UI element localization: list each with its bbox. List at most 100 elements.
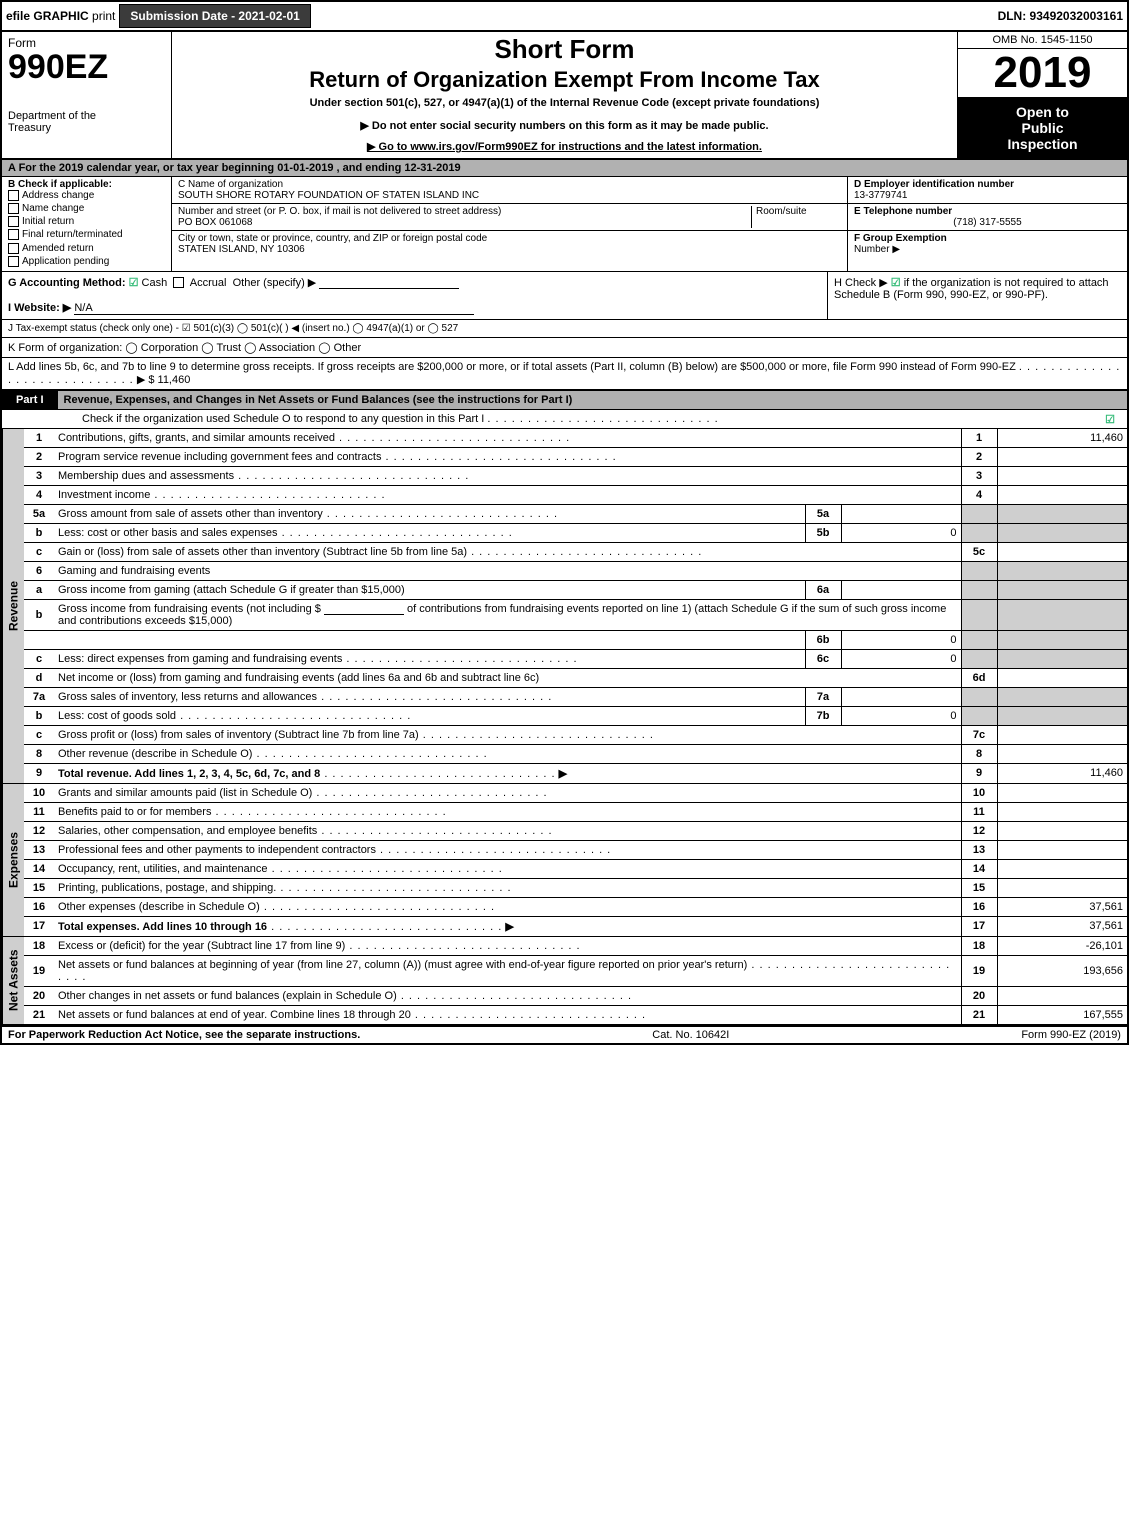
schedule-o-check-text: Check if the organization used Schedule … [82,413,484,425]
group-exemption-label: F Group Exemption [854,233,947,244]
part1-header: Part I Revenue, Expenses, and Changes in… [2,390,1127,410]
l5a-desc: Gross amount from sale of assets other t… [58,508,323,520]
footer-formref: Form 990-EZ (2019) [1021,1029,1121,1041]
org-city-row: City or town, state or province, country… [172,231,847,257]
net-assets-section: Net Assets 18Excess or (deficit) for the… [2,937,1127,1026]
submission-date-button[interactable]: Submission Date - 2021-02-01 [119,4,310,28]
line-6b-box: 6b0 [24,630,1127,649]
open-line3: Inspection [1007,136,1077,152]
subtitle-ssn-warning: ▶ Do not enter social security numbers o… [178,119,951,132]
line-2: 2 Program service revenue including gove… [24,447,1127,466]
row-l-arrow: ▶ [137,374,145,386]
title-short-form: Short Form [178,34,951,65]
l1-value: 11,460 [997,429,1127,448]
l21-desc: Net assets or fund balances at end of ye… [58,1009,411,1021]
other-method-input[interactable] [319,277,459,289]
line-7a: 7a Gross sales of inventory, less return… [24,687,1127,706]
expenses-side-label: Expenses [2,784,24,936]
line-8: 8 Other revenue (describe in Schedule O)… [24,744,1127,763]
city-value: STATEN ISLAND, NY 10306 [178,244,841,255]
other-method-label: Other (specify) ▶ [233,277,317,289]
line-15: 15Printing, publications, postage, and s… [24,878,1127,897]
line-12: 12Salaries, other compensation, and empl… [24,821,1127,840]
box-f: F Group Exemption Number ▶ [848,231,1127,257]
l18-desc: Excess or (deficit) for the year (Subtra… [58,940,345,952]
row-l-text: L Add lines 5b, 6c, and 7b to line 9 to … [8,361,1016,373]
ein-value: 13-3779741 [854,190,1121,201]
l7b-value: 0 [841,706,961,725]
l6b-amount-input[interactable] [324,603,404,615]
footer-catno: Cat. No. 10642I [652,1029,729,1041]
l16-value: 37,561 [997,897,1127,916]
org-name-label: C Name of organization [178,179,841,190]
open-public-box: Open to Public Inspection [958,97,1127,158]
chk-initial-return[interactable]: Initial return [8,216,165,227]
cash-label: Cash [142,277,168,289]
l20-desc: Other changes in net assets or fund bala… [58,990,397,1002]
l7b-desc: Less: cost of goods sold [58,710,176,722]
l4-desc: Investment income [58,489,150,501]
line-7b: b Less: cost of goods sold 7b0 [24,706,1127,725]
l13-desc: Professional fees and other payments to … [58,844,376,856]
l6d-desc: Net income or (loss) from gaming and fun… [54,668,961,687]
l6b-value: 0 [841,630,961,649]
chk-final-return[interactable]: Final return/terminated [8,229,165,240]
l7a-desc: Gross sales of inventory, less returns a… [58,691,317,703]
goto-text[interactable]: ▶ Go to www.irs.gov/Form990EZ for instru… [367,141,762,153]
line-10: 10Grants and similar amounts paid (list … [24,784,1127,803]
line-19: 19Net assets or fund balances at beginni… [24,955,1127,986]
chk-amended-return[interactable]: Amended return [8,243,165,254]
l19-desc: Net assets or fund balances at beginning… [58,959,747,971]
ein-label: D Employer identification number [854,179,1121,190]
l9-value: 11,460 [997,763,1127,783]
accrual-checkbox[interactable] [173,277,184,288]
part1-label: Part I [2,391,58,409]
l18-value: -26,101 [997,937,1127,956]
entity-block: B Check if applicable: Address change Na… [2,177,1127,272]
part1-title: Revenue, Expenses, and Changes in Net As… [58,391,579,409]
efile-print-link[interactable]: print [92,9,115,23]
header-left: Form 990EZ Department of the Treasury [2,32,172,158]
page-footer: For Paperwork Reduction Act Notice, see … [2,1026,1127,1043]
group-exemption-number: Number ▶ [854,244,900,255]
l19-value: 193,656 [997,955,1127,986]
addr-label: Number and street (or P. O. box, if mail… [178,206,751,217]
box-def: D Employer identification number 13-3779… [847,177,1127,271]
schedule-o-checkbox[interactable]: ☑ [1105,413,1115,426]
line-21: 21Net assets or fund balances at end of … [24,1005,1127,1024]
h-checkbox[interactable]: ☑ [891,277,901,289]
l5b-desc: Less: cost or other basis and sales expe… [58,527,278,539]
chk-address-change[interactable]: Address change [8,190,165,201]
efile-prefix: efile [6,9,30,23]
form-number: 990EZ [8,50,165,84]
l21-value: 167,555 [997,1005,1127,1024]
expenses-table: 10Grants and similar amounts paid (list … [24,784,1127,936]
l6b-desc1: Gross income from fundraising events (no… [58,603,321,615]
line-17: 17Total expenses. Add lines 10 through 1… [24,916,1127,936]
efile-graphic: GRAPHIC [33,9,88,23]
box-e: E Telephone number (718) 317-5555 [848,204,1127,231]
subtitle-goto: ▶ Go to www.irs.gov/Form990EZ for instru… [178,140,951,153]
l11-desc: Benefits paid to or for members [58,806,211,818]
line-9: 9 Total revenue. Add lines 1, 2, 3, 4, 5… [24,763,1127,783]
efile-label: efile GRAPHIC print [6,9,115,23]
org-name-row: C Name of organization SOUTH SHORE ROTAR… [172,177,847,204]
l16-desc: Other expenses (describe in Schedule O) [58,901,260,913]
row-k: K Form of organization: ◯ Corporation ◯ … [2,338,1127,358]
line-5a: 5a Gross amount from sale of assets othe… [24,504,1127,523]
row-g: G Accounting Method: ☑ Cash Accrual Othe… [2,272,827,319]
row-l-amount: $ 11,460 [148,374,190,386]
line-16: 16Other expenses (describe in Schedule O… [24,897,1127,916]
row-l: L Add lines 5b, 6c, and 7b to line 9 to … [2,358,1127,390]
chk-application-pending[interactable]: Application pending [8,256,165,267]
line-13: 13Professional fees and other payments t… [24,840,1127,859]
line-4: 4 Investment income 4 [24,485,1127,504]
row-j: J Tax-exempt status (check only one) - ☑… [2,320,1127,338]
form-page: efile GRAPHIC print Submission Date - 20… [0,0,1129,1045]
box-b: B Check if applicable: Address change Na… [2,177,172,271]
line-7c: c Gross profit or (loss) from sales of i… [24,725,1127,744]
row-a-taxyear: A For the 2019 calendar year, or tax yea… [2,160,1127,177]
chk-name-change[interactable]: Name change [8,203,165,214]
phone-label: E Telephone number [854,206,1121,217]
cash-checkbox[interactable]: ☑ [129,277,139,289]
